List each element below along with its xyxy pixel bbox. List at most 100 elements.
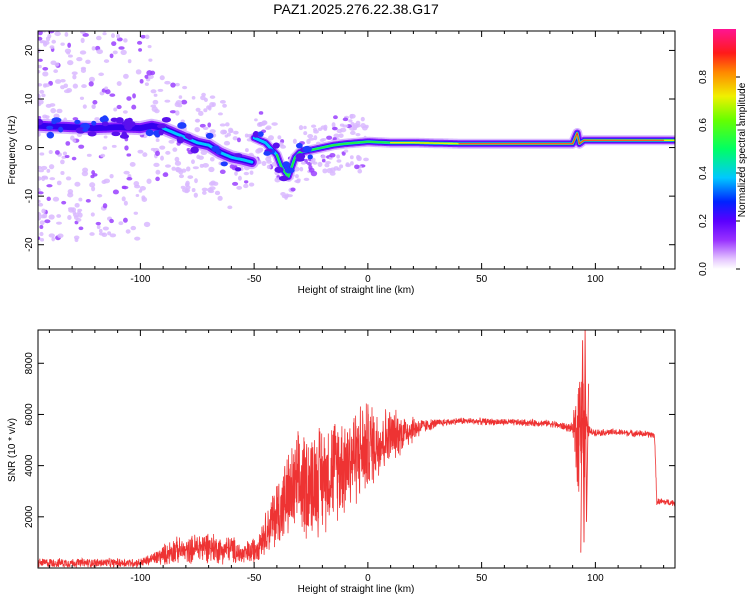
- spectrogram-noise-blob: [342, 117, 349, 122]
- spectrogram-noise-blob: [134, 236, 141, 241]
- spectrogram-noise-blob: [80, 37, 85, 44]
- spectrogram-noise-blob: [178, 95, 183, 99]
- spectrogram-noise-blob: [56, 180, 62, 186]
- spectrogram-noise-blob: [54, 62, 60, 67]
- spectrogram-noise-blob: [89, 232, 95, 236]
- spectrogram-noise-blob: [85, 199, 91, 203]
- spectrogram-noise-blob: [332, 137, 337, 141]
- spectrogram-noise-blob: [126, 96, 132, 101]
- spectrogram-noise-blob: [224, 134, 229, 138]
- spectrogram-noise-blob: [90, 212, 95, 217]
- spectrogram-noise-blob: [129, 161, 136, 167]
- spectrogram-noise-blob: [277, 135, 282, 140]
- spectrogram-noise-blob: [261, 160, 267, 167]
- spectrogram-noise-blob: [68, 54, 73, 58]
- spectrogram-noise-blob: [38, 20, 43, 23]
- spectrogram-noise-blob: [193, 192, 198, 198]
- spectrogram-noise-blob: [81, 84, 87, 89]
- spectrogram-background: [38, 31, 675, 269]
- ridge-blob: [205, 132, 214, 139]
- spectrogram-noise-blob: [266, 164, 272, 170]
- snr-xlabel: Height of straight line (km): [298, 584, 415, 595]
- spectrogram-noise-blob: [82, 33, 89, 37]
- ridge-blob: [215, 149, 222, 155]
- spectrogram-noise-blob: [159, 145, 166, 150]
- spectrogram-noise-blob: [54, 31, 61, 37]
- spectrogram-noise-blob: [313, 135, 318, 141]
- ridge-blob: [220, 161, 228, 167]
- spectrogram-noise-blob: [38, 202, 44, 207]
- spectrogram-noise-blob: [109, 233, 117, 238]
- spectrogram-noise-blob: [60, 85, 65, 90]
- spectrogram-noise-blob: [349, 127, 356, 131]
- ridge-blob: [177, 122, 187, 129]
- spectrogram-noise-blob: [266, 160, 272, 164]
- spectrogram-noise-blob: [194, 126, 201, 133]
- snr-panel: -100 -50 0 50 100 2000 4000 6000 8000 Height of …: [7, 329, 676, 595]
- spectrogram-noise-blob: [77, 208, 83, 212]
- x-tick-label: 0: [365, 274, 371, 285]
- spectrogram-noise-blob: [208, 166, 215, 173]
- spectrogram-noise-blob: [144, 34, 150, 40]
- spectrogram-noise-blob: [38, 69, 41, 74]
- spectrogram-noise-blob: [236, 137, 241, 143]
- ridge-blob: [184, 133, 192, 139]
- spectrogram-noise-blob: [354, 164, 360, 170]
- spectrogram-noise-blob: [336, 167, 341, 171]
- ridge-blob: [295, 157, 305, 162]
- spectrogram-noise-blob: [78, 226, 84, 231]
- spectrogram-noise-blob: [219, 99, 226, 104]
- spectrogram-noise-blob: [111, 41, 117, 47]
- spectrogram-noise-blob: [296, 178, 301, 182]
- ridge-blob: [74, 119, 81, 125]
- spectrogram-noise-blob: [222, 103, 227, 108]
- spectrogram-noise-blob: [249, 170, 254, 175]
- spectrogram-noise-blob: [349, 155, 354, 160]
- spectrogram-noise-blob: [38, 31, 43, 36]
- ridge-blob: [257, 131, 264, 138]
- spectrogram-noise-blob: [58, 24, 63, 28]
- spectrogram-noise-blob: [212, 181, 219, 186]
- spectrogram-noise-blob: [284, 194, 288, 200]
- x-tick-label: 0: [365, 573, 371, 584]
- spectrogram-noise-blob: [43, 17, 49, 22]
- spectrogram-noise-blob: [219, 123, 226, 127]
- spectrogram-noise-blob: [217, 195, 223, 201]
- spectrogram-noise-blob: [209, 101, 215, 108]
- spectrogram-noise-blob: [202, 190, 207, 195]
- spectrogram-noise-blob: [53, 20, 57, 24]
- spectrogram-noise-blob: [195, 107, 201, 112]
- spectrogram-noise-blob: [87, 25, 92, 29]
- spectrogram-noise-blob: [53, 69, 59, 74]
- spectrogram-noise-blob: [202, 126, 209, 130]
- x-tick-label: 100: [587, 274, 604, 285]
- spectrogram-noise-blob: [144, 74, 149, 79]
- spectrogram-noise-blob: [229, 164, 236, 169]
- spectrogram-noise-blob: [336, 154, 340, 159]
- spectrogram-noise-blob: [200, 95, 206, 101]
- spectrogram-noise-blob: [209, 156, 215, 162]
- spectrogram-noise-blob: [41, 175, 48, 179]
- spectrogram-noise-blob: [174, 160, 182, 166]
- spectrogram-noise-blob: [37, 27, 41, 30]
- spectrogram-noise-blob: [175, 166, 181, 173]
- spectrogram-noise-blob: [38, 83, 43, 87]
- spectrogram-noise-blob: [104, 86, 109, 90]
- spectrogram-noise-blob: [326, 135, 333, 140]
- spectrogram-noise-blob: [72, 117, 79, 121]
- spectrogram-noise-blob: [209, 129, 216, 134]
- spectrogram-noise-blob: [78, 144, 85, 149]
- spectrogram-noise-blob: [100, 153, 106, 158]
- colorbar-tick-label: 0.4: [698, 166, 709, 180]
- spectrogram-noise-blob: [219, 169, 226, 175]
- spectrogram-noise-blob: [120, 49, 127, 56]
- spectrogram-noise-blob: [44, 83, 50, 88]
- spectrogram-noise-blob: [133, 211, 139, 215]
- spectrogram-noise-blob: [102, 226, 109, 231]
- spectrogram-noise-blob: [92, 100, 98, 105]
- spectrogram-noise-blob: [348, 119, 353, 123]
- spectrogram-noise-blob: [138, 48, 143, 52]
- spectrogram-noise-blob: [116, 33, 121, 39]
- spectrogram-noise-blob: [64, 31, 69, 37]
